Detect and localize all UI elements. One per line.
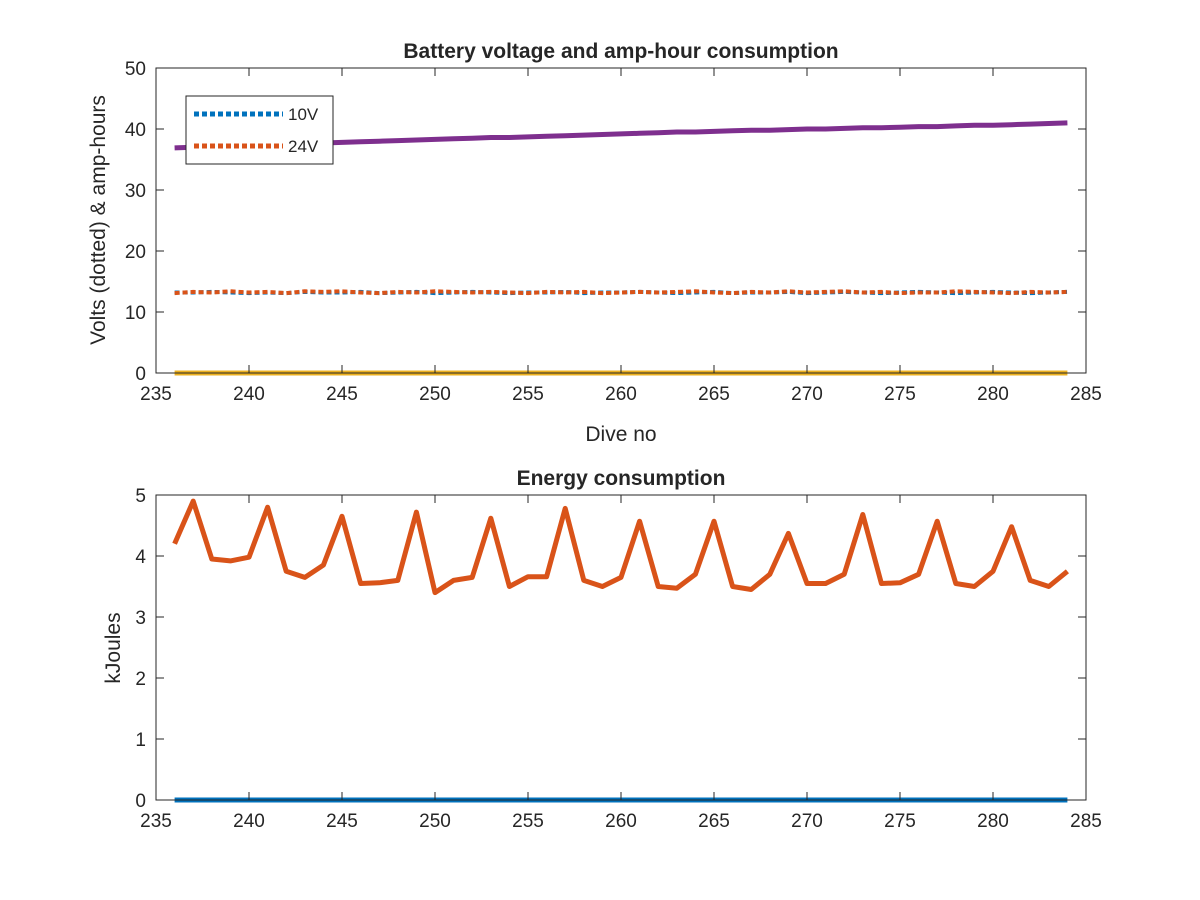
series-line-10v <box>174 289 1068 296</box>
x-tick-label: 245 <box>326 811 358 832</box>
series-line-orange <box>172 498 1069 596</box>
y-tick-label: 0 <box>135 791 146 812</box>
y-tick-label: 10 <box>125 303 146 324</box>
x-tick-label: 280 <box>977 811 1009 832</box>
x-tick-label: 265 <box>698 811 730 832</box>
y-axis-label: kJoules <box>102 612 125 683</box>
x-tick-label: 275 <box>884 384 916 405</box>
x-tick-label: 255 <box>512 811 544 832</box>
y-tick-label: 30 <box>125 181 146 202</box>
x-tick-label: 260 <box>605 811 637 832</box>
plot-area <box>172 498 1069 803</box>
y-tick-label: 40 <box>125 120 146 141</box>
x-tick-label: 285 <box>1070 384 1102 405</box>
x-tick-label: 270 <box>791 384 823 405</box>
y-axis-label: Volts (dotted) & amp-hours <box>87 95 110 345</box>
y-tick-label: 1 <box>135 730 146 751</box>
x-tick-label: 245 <box>326 384 358 405</box>
x-tick-label: 240 <box>233 384 265 405</box>
x-tick-label: 240 <box>233 811 265 832</box>
x-tick-label: 235 <box>140 384 172 405</box>
axes-box <box>155 494 1087 801</box>
y-tick-label: 2 <box>135 669 146 690</box>
x-tick-label: 285 <box>1070 811 1102 832</box>
x-tick-label: 250 <box>419 811 451 832</box>
y-tick-label: 5 <box>135 486 146 507</box>
axis-ticks: 235 240 245 250 255 260 265 270 275 280 285 0 1 2 3 4 5 <box>135 486 1101 832</box>
axis-ticks: 235 240 245 250 255 260 265 270 275 280 285 0 10 20 30… <box>125 59 1102 405</box>
x-tick-label: 280 <box>977 384 1009 405</box>
legend-box <box>185 95 334 165</box>
y-tick-label: 4 <box>135 547 146 568</box>
x-tick-label: 265 <box>698 384 730 405</box>
x-tick-label: 275 <box>884 811 916 832</box>
x-tick-label: 235 <box>140 811 172 832</box>
voltage-amp-hour-axes: Battery voltage and amp-hour consumption… <box>87 40 1102 446</box>
x-tick-label: 250 <box>419 384 451 405</box>
y-tick-label: 0 <box>135 364 146 385</box>
y-tick-label: 50 <box>125 59 146 80</box>
legend: 10V 24V <box>185 95 334 165</box>
y-tick-label: 20 <box>125 242 146 263</box>
legend-label-10v: 10V <box>288 105 319 124</box>
energy-axes: Energy consumption 235 240 245 250 255 260 265… <box>102 467 1102 832</box>
y-tick-label: 3 <box>135 608 146 629</box>
x-tick-label: 270 <box>791 811 823 832</box>
x-tick-label: 255 <box>512 384 544 405</box>
legend-label-24v: 24V <box>288 137 319 156</box>
series-line-24v <box>174 289 1068 296</box>
chart-title: Battery voltage and amp-hour consumption <box>403 40 838 63</box>
x-axis-label: Dive no <box>585 423 656 446</box>
chart-title: Energy consumption <box>517 467 726 490</box>
x-tick-label: 260 <box>605 384 637 405</box>
